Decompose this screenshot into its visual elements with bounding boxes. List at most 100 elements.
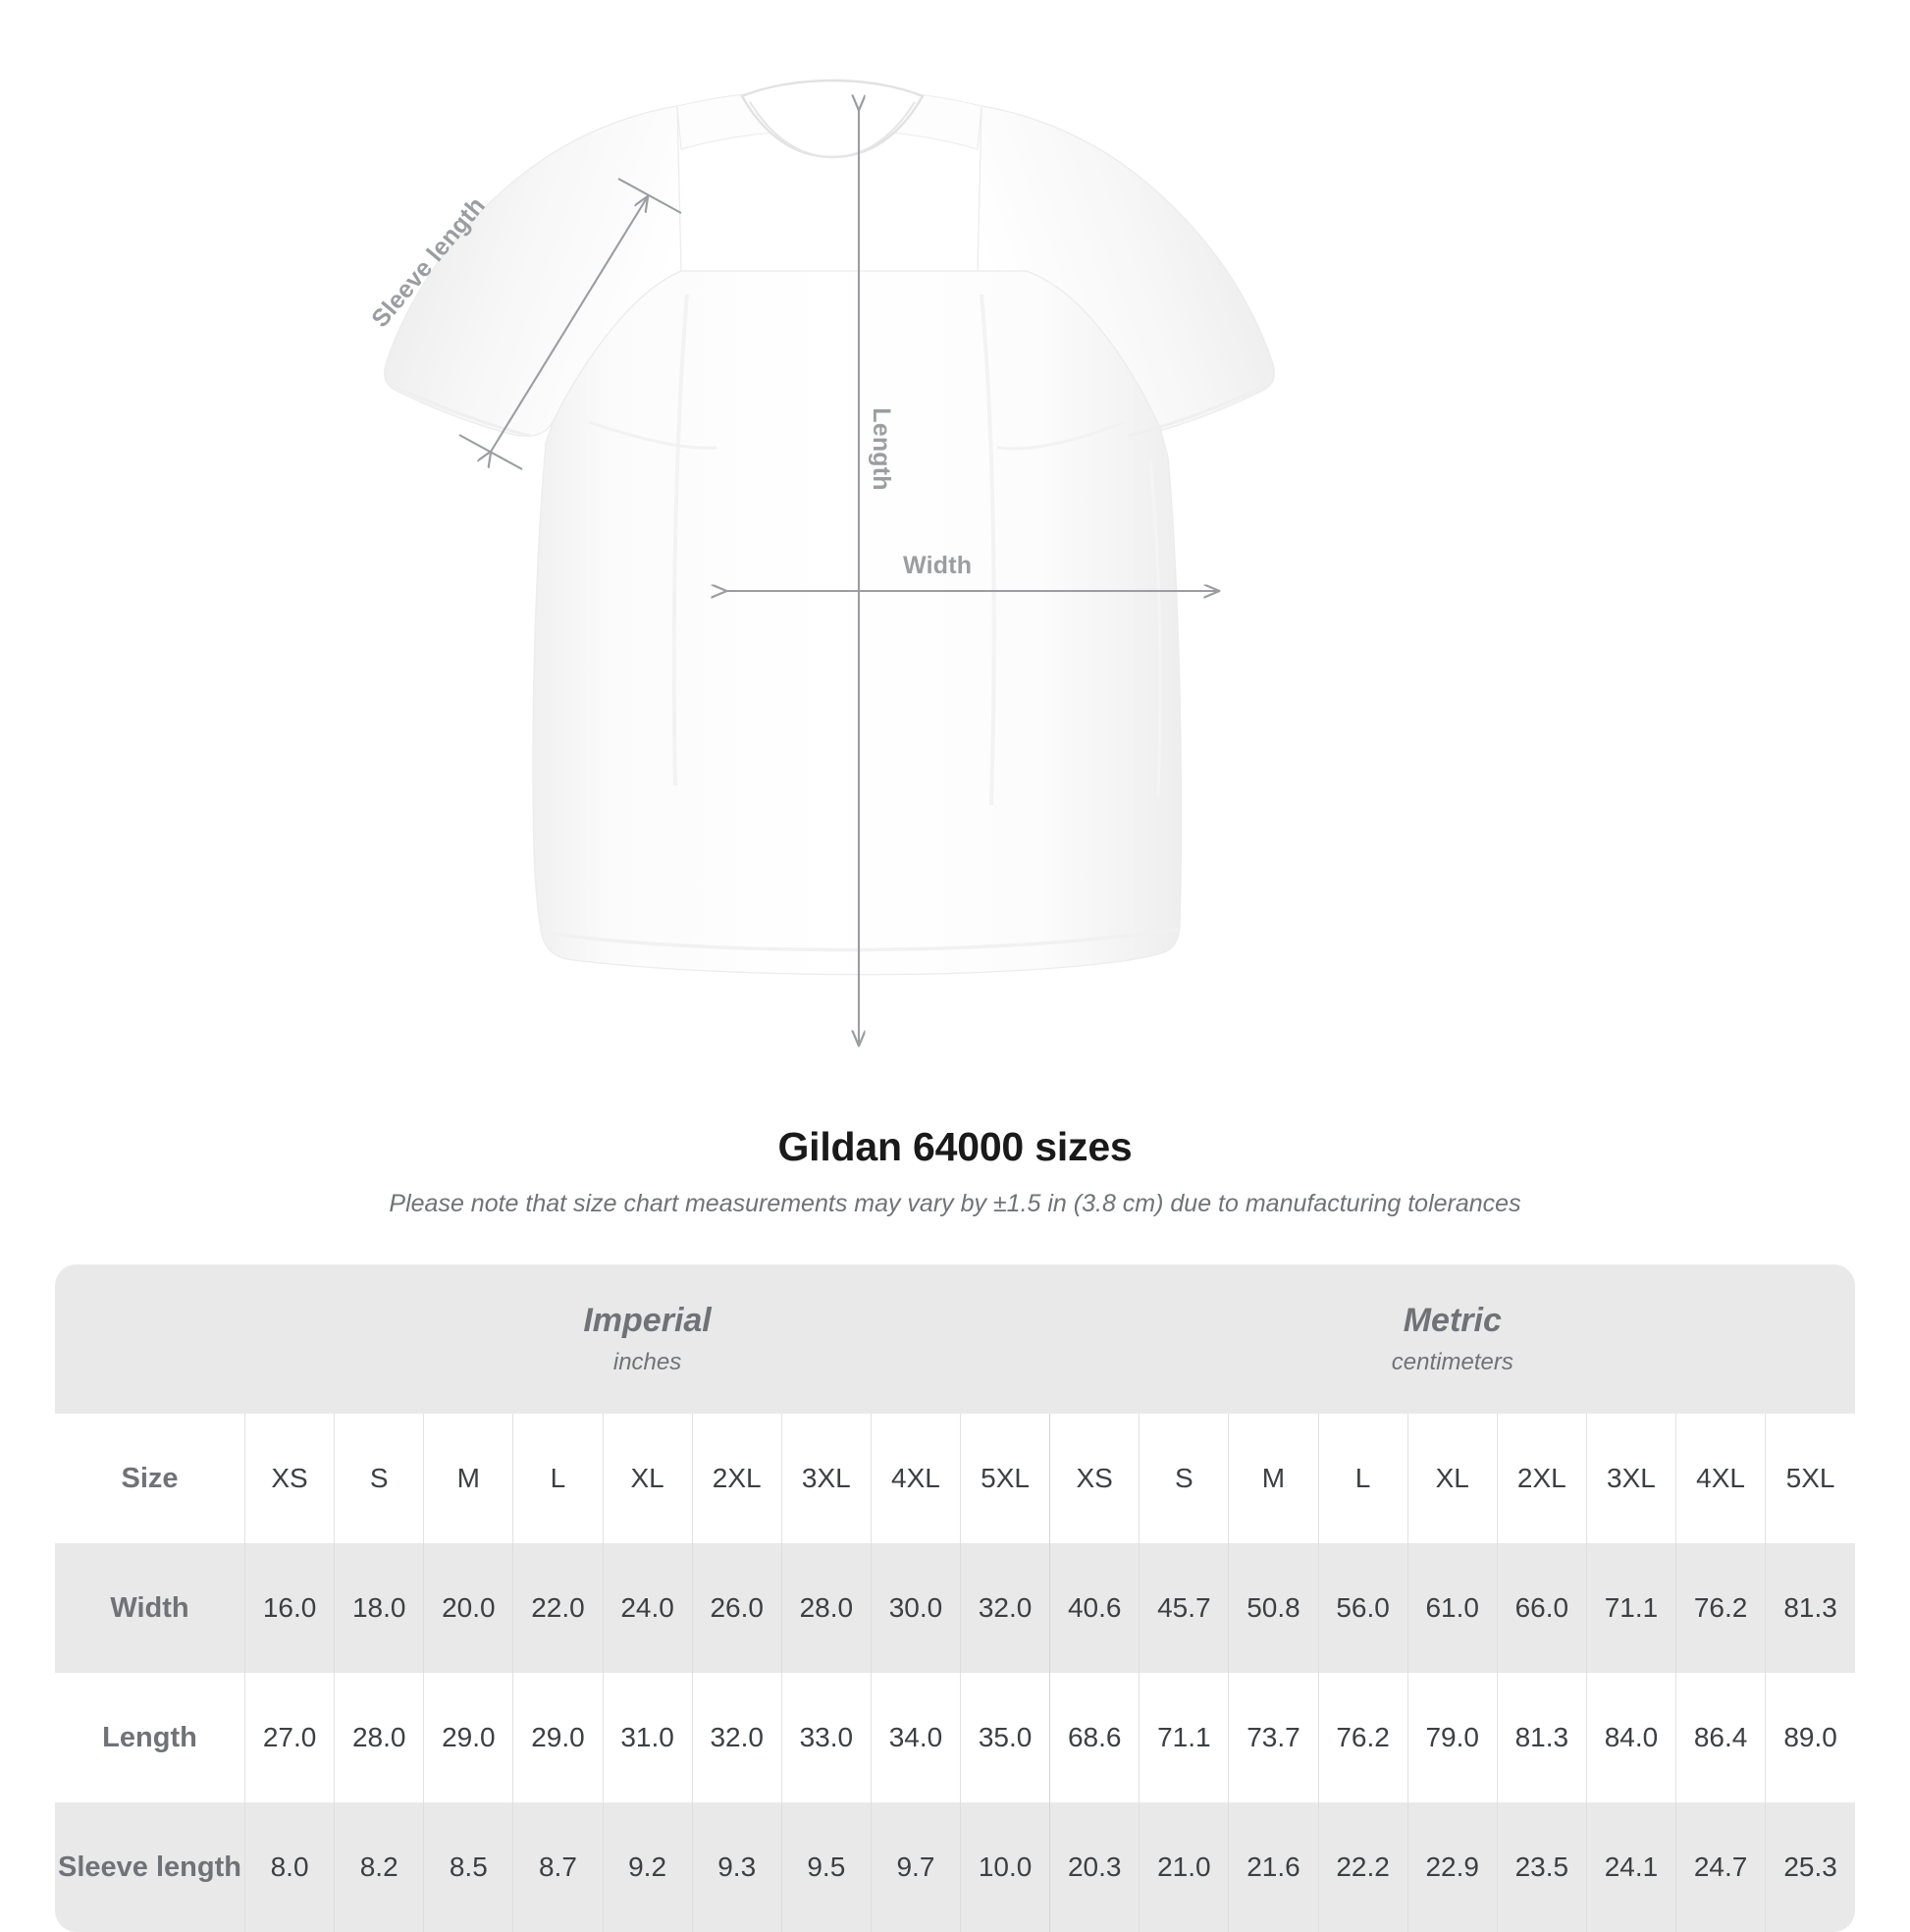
cell-sleeve-metric-xs: 20.3 [1049,1802,1140,1932]
size-header-row: Size XS S M L XL 2XL 3XL 4XL 5XL XS S M … [55,1414,1855,1543]
size-col-metric-5xl: 5XL [1765,1414,1855,1543]
cell-length-imperial-5xl: 35.0 [959,1673,1050,1802]
measurement-guides [458,110,1219,1046]
size-col-imperial-s: S [334,1414,424,1543]
row-header-sleeve-length: Sleeve length [55,1802,245,1932]
size-col-imperial-xs: XS [243,1414,335,1543]
sleeve-tick-bottom [458,434,523,470]
size-chart-table-container: Imperial inches Metric centimeters Size … [55,1264,1855,1932]
row-header-width: Width [55,1543,245,1673]
tshirt-measurement-diagram: Sleeve length Length Width [366,79,1275,1100]
row-header-length: Length [55,1673,245,1802]
size-col-imperial-2xl: 2XL [691,1414,782,1543]
size-col-metric-4xl: 4XL [1674,1414,1766,1543]
sleeve-tick-top [617,178,682,214]
cell-sleeve-imperial-s: 8.2 [334,1802,424,1932]
cell-width-imperial-xl: 24.0 [602,1543,693,1673]
cell-width-metric-m: 50.8 [1228,1543,1318,1673]
cell-sleeve-metric-m: 21.6 [1228,1802,1318,1932]
page-title: Gildan 64000 sizes [777,1124,1133,1169]
size-col-metric-m: M [1228,1414,1318,1543]
size-col-imperial-l: L [512,1414,603,1543]
size-col-metric-2xl: 2XL [1496,1414,1587,1543]
cell-sleeve-metric-3xl: 24.1 [1585,1802,1676,1932]
cell-sleeve-metric-4xl: 24.7 [1674,1802,1766,1932]
cell-width-metric-s: 45.7 [1139,1543,1229,1673]
cell-width-imperial-5xl: 32.0 [959,1543,1050,1673]
cell-sleeve-metric-5xl: 25.3 [1765,1802,1855,1932]
size-chart-table: Imperial inches Metric centimeters Size … [55,1264,1855,1932]
width-dimension-label: Width [903,552,973,579]
cell-width-metric-2xl: 66.0 [1496,1543,1587,1673]
cell-length-metric-s: 71.1 [1139,1673,1229,1802]
cell-length-metric-m: 73.7 [1228,1673,1318,1802]
size-col-metric-l: L [1317,1414,1408,1543]
unit-group-metric-sub: centimeters [1391,1348,1513,1375]
cell-length-imperial-4xl: 34.0 [870,1673,961,1802]
size-col-imperial-m: M [423,1414,513,1543]
cell-width-metric-xl: 61.0 [1406,1543,1498,1673]
unit-group-imperial: Imperial inches [244,1264,1050,1414]
length-dimension-label: Length [867,407,895,491]
unit-group-metric: Metric centimeters [1049,1264,1855,1414]
size-col-metric-xs: XS [1049,1414,1140,1543]
sleeve-guide-line [491,196,648,452]
table-row: Sleeve length 8.0 8.2 8.5 8.7 9.2 9.3 9.… [55,1802,1855,1932]
cell-sleeve-imperial-l: 8.7 [512,1802,603,1932]
cell-width-imperial-4xl: 30.0 [870,1543,961,1673]
cell-width-metric-l: 56.0 [1317,1543,1408,1673]
cell-sleeve-metric-xl: 22.9 [1406,1802,1498,1932]
cell-sleeve-metric-s: 21.0 [1139,1802,1229,1932]
tolerance-note: Please note that size chart measurements… [389,1190,1521,1217]
tshirt-illustration [384,79,1275,1100]
size-col-imperial-3xl: 3XL [780,1414,872,1543]
size-col-metric-xl: XL [1406,1414,1498,1543]
unit-group-header-row: Imperial inches Metric centimeters [55,1264,1855,1414]
cell-length-metric-xl: 79.0 [1406,1673,1498,1802]
cell-length-imperial-2xl: 32.0 [691,1673,782,1802]
cell-width-imperial-l: 22.0 [512,1543,603,1673]
cell-sleeve-imperial-3xl: 9.5 [780,1802,872,1932]
row-header-size: Size [55,1414,245,1543]
cell-width-metric-xs: 40.6 [1049,1543,1140,1673]
cell-sleeve-imperial-5xl: 10.0 [959,1802,1050,1932]
cell-length-metric-4xl: 86.4 [1674,1673,1766,1802]
size-col-imperial-5xl: 5XL [959,1414,1050,1543]
unit-header-spacer [55,1264,245,1414]
unit-group-imperial-name: Imperial [583,1302,712,1340]
table-row: Length 27.0 28.0 29.0 29.0 31.0 32.0 33.… [55,1673,1855,1802]
size-col-imperial-xl: XL [602,1414,693,1543]
cell-width-metric-5xl: 81.3 [1765,1543,1855,1673]
unit-group-metric-name: Metric [1403,1302,1502,1340]
cell-length-imperial-m: 29.0 [423,1673,513,1802]
cell-sleeve-imperial-xl: 9.2 [602,1802,693,1932]
cell-length-imperial-s: 28.0 [334,1673,424,1802]
cell-width-imperial-3xl: 28.0 [780,1543,872,1673]
cell-length-metric-5xl: 89.0 [1765,1673,1855,1802]
cell-length-imperial-l: 29.0 [512,1673,603,1802]
cell-length-metric-l: 76.2 [1317,1673,1408,1802]
size-col-metric-s: S [1139,1414,1229,1543]
cell-width-imperial-m: 20.0 [423,1543,513,1673]
cell-length-imperial-3xl: 33.0 [780,1673,872,1802]
cell-sleeve-imperial-m: 8.5 [423,1802,513,1932]
cell-length-metric-xs: 68.6 [1049,1673,1140,1802]
unit-group-imperial-sub: inches [612,1348,682,1375]
cell-width-imperial-xs: 16.0 [243,1543,335,1673]
cell-width-imperial-2xl: 26.0 [691,1543,782,1673]
cell-length-imperial-xs: 27.0 [243,1673,335,1802]
cell-sleeve-metric-l: 22.2 [1317,1802,1408,1932]
tshirt-shape [384,79,1275,976]
cell-width-metric-3xl: 71.1 [1585,1543,1676,1673]
cell-width-metric-4xl: 76.2 [1674,1543,1766,1673]
cell-width-imperial-s: 18.0 [334,1543,424,1673]
cell-length-metric-2xl: 81.3 [1496,1673,1587,1802]
table-row: Width 16.0 18.0 20.0 22.0 24.0 26.0 28.0… [55,1543,1855,1673]
size-col-metric-3xl: 3XL [1585,1414,1676,1543]
size-chart-heading: Gildan 64000 sizes Please note that size… [0,1124,1910,1218]
cell-sleeve-imperial-4xl: 9.7 [870,1802,961,1932]
cell-sleeve-imperial-2xl: 9.3 [691,1802,782,1932]
cell-sleeve-metric-2xl: 23.5 [1496,1802,1587,1932]
cell-length-metric-3xl: 84.0 [1585,1673,1676,1802]
cell-sleeve-imperial-xs: 8.0 [243,1802,335,1932]
